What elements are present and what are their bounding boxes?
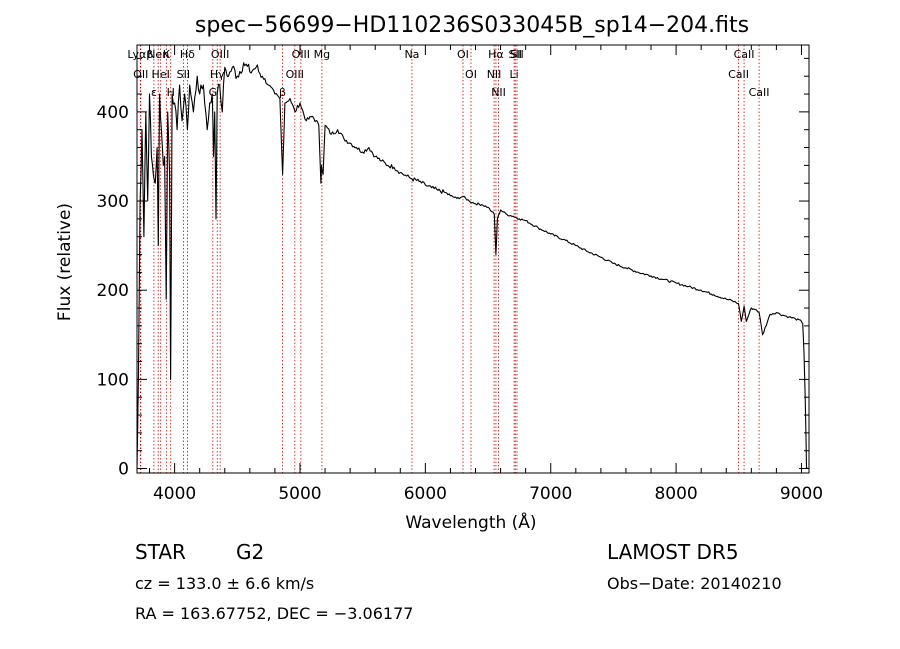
y-axis-label: Flux (relative): [55, 203, 75, 321]
velocity-readout: cz = 133.0 ± 6.6 km/s: [135, 574, 314, 593]
observation-date: Obs−Date: 20140210: [607, 574, 782, 593]
object-class: STAR: [135, 540, 186, 564]
line-label-20: NII: [487, 68, 502, 81]
spectrum-line: [136, 62, 809, 470]
x-tick-label-3: 7000: [529, 484, 572, 504]
line-label-3: K: [163, 48, 171, 61]
line-label-0: Lyαβ: [127, 48, 153, 61]
x-tick-label-4: 8000: [654, 484, 697, 504]
x-tick-label-5: 9000: [780, 484, 823, 504]
coordinates-readout: RA = 163.67752, DEC = −3.06177: [135, 604, 413, 623]
line-label-21: NII: [491, 86, 506, 99]
x-tick-label-0: 4000: [153, 484, 196, 504]
line-label-4: HeI: [152, 68, 170, 81]
line-label-14: β: [279, 86, 286, 99]
chart-title: spec−56699−HD110236S033045B_sp14−204.fit…: [195, 13, 749, 38]
object-subclass: G2: [236, 540, 264, 564]
x-axis-label: Wavelength (Å): [405, 511, 536, 533]
line-label-7: Hδ: [180, 48, 195, 61]
y-axis-ticks: 0 100 200 300 400: [97, 57, 809, 480]
line-label-24: SII: [510, 48, 523, 61]
y-tick-label-0: 0: [118, 460, 129, 480]
line-label-11: G: [209, 86, 218, 99]
y-tick-label-1: 100: [97, 370, 129, 390]
line-label-6: Nen: [147, 48, 169, 61]
line-label-8: SII: [177, 68, 190, 81]
x-axis-ticks: 4000 5000 6000 7000 8000 9000: [149, 45, 823, 504]
line-label-15: Mg: [314, 48, 330, 61]
y-tick-label-3: 300: [97, 192, 129, 212]
line-label-22: SII: [509, 48, 522, 61]
plot-frame: [136, 44, 810, 474]
line-label-18: OI: [465, 68, 477, 81]
survey-name: LAMOST DR5: [607, 540, 739, 564]
line-label-9: OIII: [211, 48, 229, 61]
x-tick-label-1: 5000: [278, 484, 321, 504]
line-label-16: Na: [404, 48, 419, 61]
y-tick-label-4: 400: [97, 103, 129, 123]
info-block: STAR G2 LAMOST DR5 cz = 133.0 ± 6.6 km/s…: [135, 540, 782, 623]
line-label-1: OII: [133, 68, 148, 81]
line-label-27: CaII: [749, 86, 770, 99]
line-label-13: OIII: [286, 68, 304, 81]
line-label-26: CaII: [728, 68, 749, 81]
spectral-line-markers: [139, 45, 760, 473]
line-label-2: ε: [151, 86, 157, 99]
y-tick-label-2: 200: [97, 281, 129, 301]
x-tick-label-2: 6000: [404, 484, 447, 504]
line-label-5: H: [167, 86, 175, 99]
line-label-25: CaII: [734, 48, 755, 61]
line-label-12: OIII: [292, 48, 310, 61]
line-label-10: Hγ: [210, 68, 225, 81]
line-label-23: Li: [510, 68, 519, 81]
line-label-19: Hα: [488, 48, 504, 61]
line-label-17: OI: [457, 48, 469, 61]
